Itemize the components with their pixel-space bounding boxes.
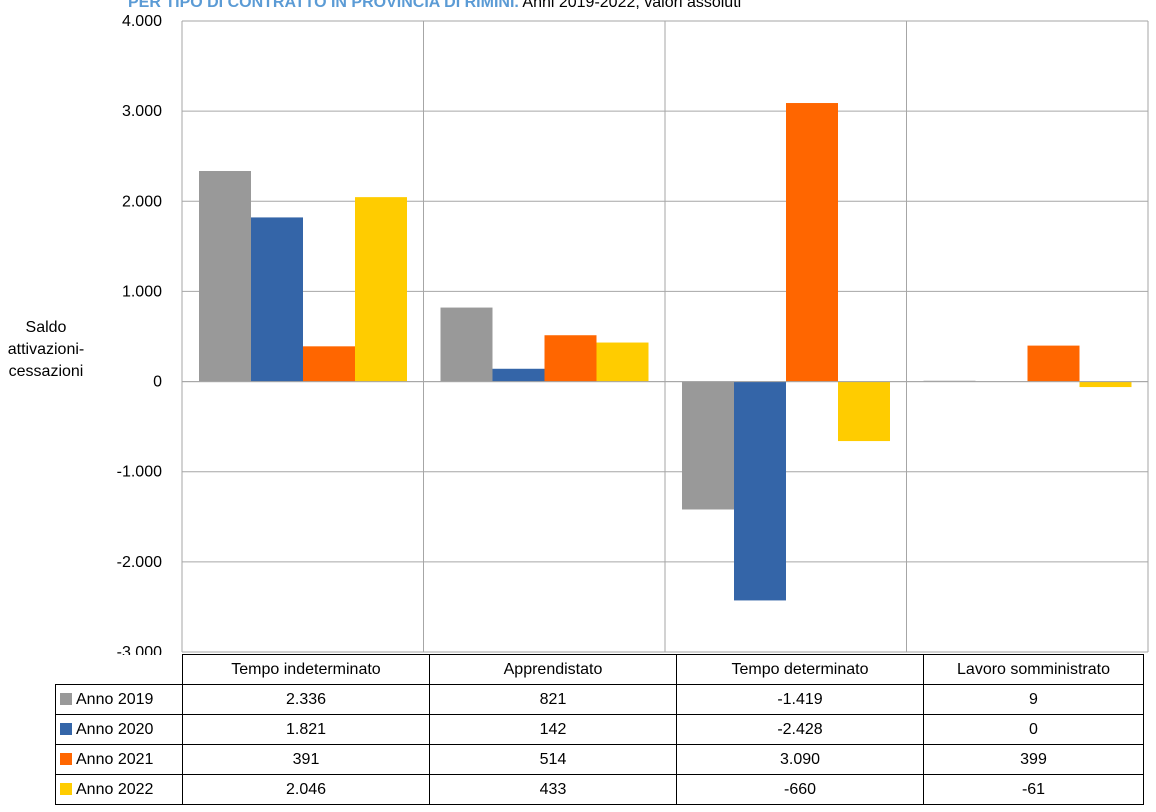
table-corner [55, 654, 183, 685]
data-label: 514 [429, 744, 677, 775]
bar [355, 197, 407, 382]
series-label: Anno 2021 [55, 744, 183, 775]
legend-swatch [60, 782, 72, 795]
data-table: Tempo indeterminato Apprendistato Tempo de… [55, 654, 1144, 805]
data-label: 142 [429, 714, 677, 745]
data-label: 391 [182, 744, 430, 775]
data-label: -1.419 [676, 684, 924, 715]
data-label: -660 [676, 774, 924, 805]
bar [544, 335, 597, 382]
table-row: Anno 2020 1.821 142 -2.428 0 [55, 714, 1144, 745]
bar [1027, 345, 1080, 382]
data-label: 2.046 [182, 774, 430, 805]
series-label: Anno 2022 [55, 774, 183, 805]
bar [682, 381, 734, 510]
bar [838, 381, 890, 442]
table-row: Anno 2021 391 514 3.090 399 [55, 744, 1144, 775]
data-label: -61 [923, 774, 1144, 805]
y-tick-label: 2.000 [122, 193, 162, 210]
y-tick-label: 3.000 [122, 103, 162, 120]
category-label: Tempo determinato [676, 654, 924, 685]
series-label: Anno 2020 [55, 714, 183, 745]
data-label: 3.090 [676, 744, 924, 775]
data-label: 433 [429, 774, 677, 805]
table-row: Anno 2019 2.336 821 -1.419 9 [55, 684, 1144, 715]
legend-swatch [60, 692, 72, 705]
data-label: 9 [923, 684, 1144, 715]
legend-label: Anno 2022 [76, 780, 154, 798]
data-label: 821 [429, 684, 677, 715]
category-label: Lavoro somministrato [923, 654, 1144, 685]
bar [199, 170, 251, 382]
legend-swatch [60, 722, 72, 735]
table-row: Anno 2022 2.046 433 -660 -61 [55, 774, 1144, 805]
y-tick-label: -1.000 [117, 464, 162, 481]
legend-label: Anno 2020 [76, 720, 154, 738]
bar [596, 342, 649, 382]
chart-title-rest: Anni 2019-2022, valori assoluti [518, 0, 742, 11]
y-tick-label: -3.000 [117, 644, 162, 655]
data-label: 2.336 [182, 684, 430, 715]
series-label: Anno 2019 [55, 684, 183, 715]
category-label: Tempo indeterminato [182, 654, 430, 685]
bar [251, 217, 303, 382]
y-tick-label: 1.000 [122, 283, 162, 300]
bar-chart: 4.000 3.000 2.000 1.000 0 -1.000 -2.000 -3.000 [117, 13, 1149, 655]
bar [303, 346, 355, 382]
y-tick-label: -2.000 [117, 554, 162, 571]
bar [1079, 381, 1132, 388]
data-label: 0 [923, 714, 1144, 745]
y-tick-label: 0 [153, 374, 162, 391]
legend-label: Anno 2021 [76, 750, 154, 768]
data-label: 1.821 [182, 714, 430, 745]
y-tick-label: 4.000 [122, 13, 162, 30]
legend-swatch [60, 752, 72, 765]
chart-title: PER TIPO DI CONTRATTO IN PROVINCIA DI RI… [128, 0, 741, 12]
data-label: 399 [923, 744, 1144, 775]
bar [492, 368, 545, 382]
bar [734, 381, 786, 601]
y-axis-label: Saldo attivazioni-cessazioni [7, 319, 85, 380]
bar [786, 103, 838, 382]
chart-title-bold: PER TIPO DI CONTRATTO IN PROVINCIA DI RI… [128, 0, 519, 11]
data-label: -2.428 [676, 714, 924, 745]
table-header-row: Tempo indeterminato Apprendistato Tempo de… [55, 654, 1144, 685]
category-label: Apprendistato [429, 654, 677, 685]
legend-label: Anno 2019 [76, 690, 154, 708]
bar [440, 307, 493, 382]
